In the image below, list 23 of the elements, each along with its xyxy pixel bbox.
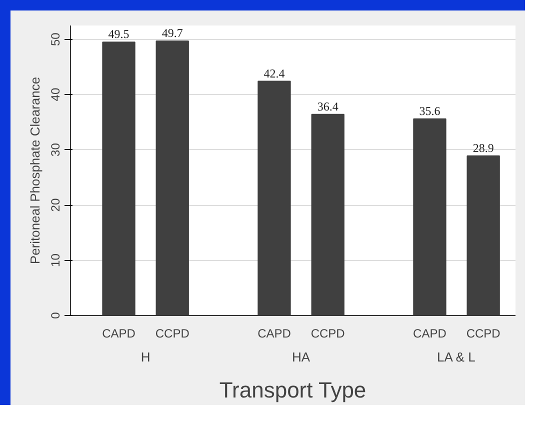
x-tick-label: CCPD bbox=[155, 326, 190, 340]
data-label: 42.4 bbox=[264, 66, 285, 80]
y-tick-label: 50 bbox=[48, 32, 62, 46]
data-label: 49.5 bbox=[108, 27, 130, 42]
y-tick-label: 0 bbox=[48, 312, 62, 319]
x-tick-label: CCPD bbox=[466, 326, 501, 340]
y-tick-label: 30 bbox=[48, 142, 62, 156]
data-label: 35.6 bbox=[419, 104, 440, 118]
data-label: 49.7 bbox=[162, 26, 183, 40]
y-tick-label: 40 bbox=[48, 88, 62, 102]
data-label: 36.4 bbox=[317, 99, 338, 114]
y-tick-label: 10 bbox=[48, 253, 62, 267]
x-tick-label: CAPD bbox=[258, 326, 292, 340]
y-axis-title: Peritoneal Phosphate Clearance bbox=[28, 76, 42, 264]
text: H bbox=[140, 350, 150, 364]
data-label: 28.9 bbox=[472, 140, 494, 155]
x-axis-title: Transport Type bbox=[219, 378, 366, 402]
text: HA bbox=[292, 350, 310, 364]
y-tick-label: 20 bbox=[48, 198, 62, 212]
x-tick-label: CAPD bbox=[102, 326, 136, 340]
x-tick-label: CAPD bbox=[413, 326, 447, 340]
x-tick-label: CCPD bbox=[310, 326, 346, 340]
text: LA & L bbox=[437, 350, 476, 364]
